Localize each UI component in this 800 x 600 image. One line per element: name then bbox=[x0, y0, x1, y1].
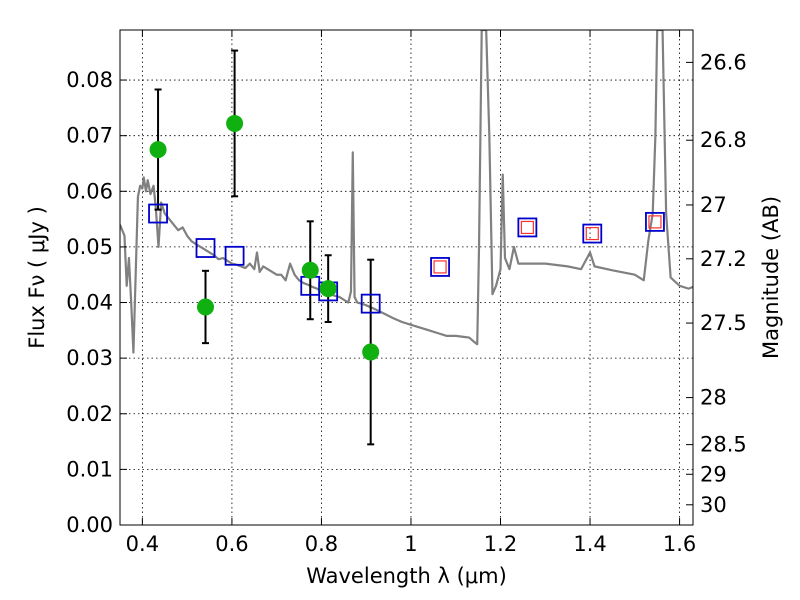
y-tick-label: 0.02 bbox=[66, 402, 113, 426]
right-tick-label: 28.5 bbox=[700, 433, 747, 457]
model-flux-square bbox=[645, 211, 665, 232]
y-tick-label: 0.07 bbox=[66, 124, 113, 148]
model-flux-square bbox=[430, 257, 450, 277]
right-axis-label: Magnitude (AB) bbox=[759, 196, 783, 359]
observed-flux-point bbox=[226, 114, 244, 132]
observed-flux-point bbox=[197, 298, 215, 316]
right-tick-label: 28 bbox=[700, 386, 727, 410]
model-flux-square bbox=[148, 203, 168, 224]
y-tick-label: 0.06 bbox=[66, 179, 113, 203]
y-tick-label: 0.08 bbox=[66, 68, 113, 92]
model-flux-square bbox=[360, 293, 381, 314]
y-tick-label: 0.04 bbox=[66, 291, 113, 315]
y-tick-label: 0.00 bbox=[66, 513, 113, 537]
model-flux-square bbox=[195, 238, 216, 258]
x-tick-label: 0.6 bbox=[215, 532, 248, 556]
y-tick-label: 0.01 bbox=[66, 457, 113, 481]
right-tick-label: 27.2 bbox=[700, 247, 747, 271]
predicted-flux-square bbox=[648, 215, 662, 229]
observed-flux-point bbox=[362, 343, 380, 361]
x-tick-label: 1.6 bbox=[663, 532, 696, 556]
x-tick-label: 0.4 bbox=[126, 532, 159, 556]
observed-flux-point bbox=[319, 280, 337, 298]
observed-flux-point bbox=[301, 261, 319, 279]
predicted-flux-square bbox=[520, 220, 534, 235]
model-flux-square bbox=[517, 217, 538, 238]
plot-frame bbox=[119, 29, 694, 526]
y-tick-label: 0.03 bbox=[66, 346, 113, 370]
right-tick-label: 27.5 bbox=[700, 311, 747, 335]
x-tick-label: 0.8 bbox=[305, 532, 338, 556]
y-axis-label: Flux Fν ( μJy ) bbox=[25, 206, 49, 349]
predicted-flux-square bbox=[433, 260, 447, 274]
right-tick-label: 30 bbox=[700, 493, 727, 517]
right-tick-label: 29 bbox=[700, 462, 727, 486]
observed-flux-point bbox=[149, 141, 167, 159]
right-tick-label: 27 bbox=[700, 193, 727, 217]
x-tick-label: 1 bbox=[404, 532, 417, 556]
model-flux-square bbox=[224, 245, 245, 266]
data-area bbox=[120, 30, 693, 446]
x-tick-label: 1.2 bbox=[484, 532, 517, 556]
x-axis-label: Wavelength λ (μm) bbox=[306, 564, 507, 588]
x-tick-label: 1.4 bbox=[573, 532, 606, 556]
y-tick-label: 0.05 bbox=[66, 235, 113, 259]
model-flux-square bbox=[582, 223, 603, 244]
ticks: 0.4 0.6 0.8 1 1.2 1.4 1.6 0.00 0.01 0.02 0.03 0.04 0… bbox=[66, 30, 747, 556]
right-tick-label: 26.8 bbox=[700, 128, 747, 152]
right-tick-label: 26.6 bbox=[700, 50, 747, 74]
predicted-flux-square bbox=[585, 226, 599, 241]
